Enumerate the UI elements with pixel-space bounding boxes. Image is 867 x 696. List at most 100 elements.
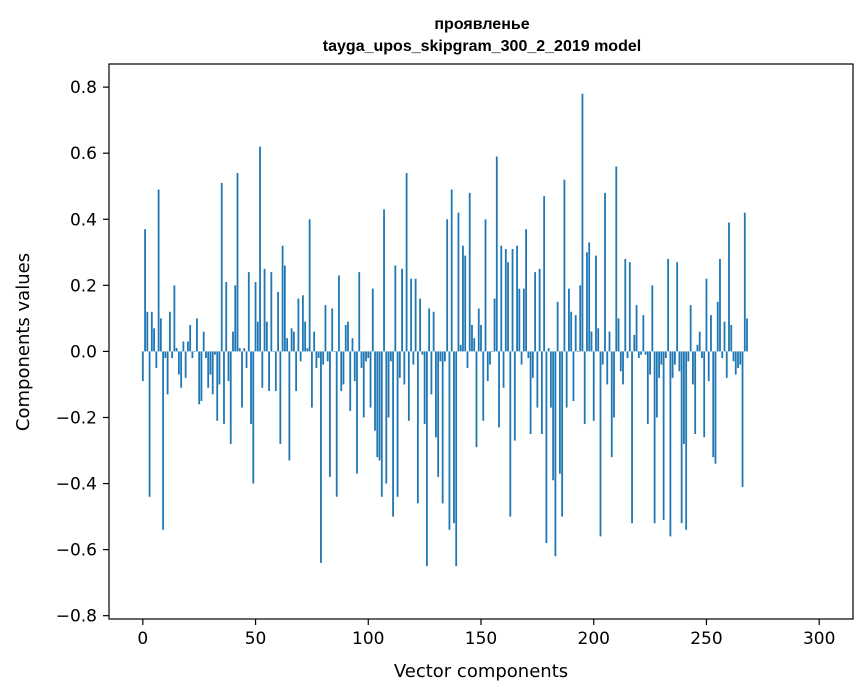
y-tick-label: −0.2	[56, 408, 97, 428]
bar	[671, 351, 674, 378]
bar	[568, 288, 570, 352]
bar	[299, 351, 302, 362]
bar	[187, 341, 189, 352]
bar	[200, 351, 203, 401]
bar	[184, 351, 187, 378]
bar	[320, 351, 322, 563]
bar	[644, 351, 647, 355]
bar	[599, 351, 602, 537]
bar	[412, 351, 415, 365]
bar	[495, 156, 498, 352]
bar	[534, 272, 537, 352]
bar	[209, 351, 212, 375]
bar	[721, 351, 724, 359]
bar	[707, 351, 710, 382]
bar	[572, 351, 575, 401]
bar	[297, 298, 300, 352]
bar	[664, 351, 667, 359]
bar	[673, 351, 676, 365]
bar	[308, 219, 311, 352]
bar	[342, 351, 345, 385]
bar	[241, 351, 243, 408]
bar	[457, 212, 460, 352]
bar	[552, 351, 555, 481]
bar	[565, 351, 568, 408]
bar	[617, 318, 620, 352]
bar	[349, 351, 352, 411]
bar	[245, 351, 248, 368]
bar	[723, 321, 726, 352]
chart-title: проявленье	[434, 16, 529, 33]
bar	[376, 351, 379, 458]
bar	[441, 351, 444, 504]
bar	[592, 351, 595, 421]
bar	[597, 328, 600, 352]
bar	[232, 331, 234, 352]
bar	[660, 351, 663, 365]
bar	[374, 351, 376, 431]
bar	[446, 219, 449, 352]
bar	[358, 272, 361, 352]
bar	[520, 351, 523, 365]
bar	[489, 351, 491, 365]
bar	[687, 351, 690, 362]
bar	[288, 351, 291, 461]
bar	[502, 351, 505, 388]
bar	[662, 351, 665, 520]
bar	[252, 351, 255, 484]
bar	[511, 249, 514, 352]
bar	[628, 262, 631, 352]
bar	[746, 318, 748, 352]
bar	[146, 311, 149, 352]
bar	[615, 166, 618, 352]
bar	[205, 351, 207, 359]
bar	[500, 245, 503, 352]
bar	[516, 245, 518, 352]
x-tick-label: 150	[465, 629, 497, 649]
bar	[658, 351, 661, 378]
bar	[522, 288, 525, 352]
bar	[683, 351, 685, 444]
bar	[498, 351, 500, 428]
bar	[676, 262, 679, 352]
bar	[716, 301, 719, 352]
bar	[712, 351, 715, 458]
bar	[484, 219, 487, 352]
bar	[329, 351, 331, 477]
bar	[218, 351, 221, 385]
bar	[468, 192, 471, 352]
bar	[414, 278, 417, 352]
bar	[730, 324, 733, 352]
bar	[549, 351, 552, 408]
y-tick-label: 0.0	[70, 342, 97, 362]
bar	[261, 351, 264, 388]
bar	[243, 348, 246, 352]
y-tick-label: −0.4	[56, 475, 97, 495]
y-axis-label: Components values	[13, 253, 34, 431]
bar	[734, 351, 737, 375]
bar	[464, 255, 467, 352]
bar	[545, 351, 548, 544]
bar	[214, 351, 216, 355]
bar	[649, 351, 651, 375]
bar	[741, 351, 744, 487]
bar	[277, 291, 279, 352]
x-tick-label: 250	[690, 629, 722, 649]
bar	[189, 324, 192, 352]
x-tick-label: 100	[352, 629, 384, 649]
bar	[606, 351, 609, 385]
bar	[710, 315, 712, 352]
bar	[164, 351, 167, 359]
bar	[141, 351, 144, 382]
bar	[227, 351, 230, 382]
bar	[439, 351, 442, 362]
bar	[191, 351, 194, 359]
bar	[180, 351, 183, 388]
bar	[475, 351, 478, 448]
bar	[286, 338, 289, 352]
bar	[371, 288, 374, 352]
bar	[698, 331, 701, 352]
bar	[196, 318, 198, 352]
bar	[272, 351, 275, 353]
bar	[680, 351, 683, 524]
